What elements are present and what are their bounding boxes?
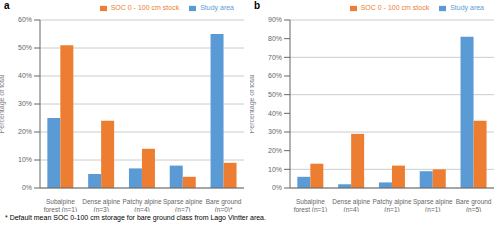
svg-text:Subalpineforest (n=1): Subalpineforest (n=1) [44, 198, 77, 212]
svg-text:Subalpineforest (n=1): Subalpineforest (n=1) [294, 198, 327, 212]
svg-text:30%: 30% [268, 128, 282, 135]
html-text:Study area: Study area [450, 4, 484, 11]
svg-text:10%: 10% [18, 156, 32, 163]
svg-text:30%: 30% [18, 100, 32, 107]
html-text:Study area: Study area [200, 4, 234, 11]
html-text:SOC 0 - 100 cm stock: SOC 0 - 100 cm stock [360, 4, 430, 11]
svg-text:40%: 40% [18, 72, 32, 79]
svg-text:Patchy alpine(n=1): Patchy alpine(n=1) [372, 198, 411, 212]
svg-text:Percentage of total: Percentage of total [250, 74, 256, 133]
svg-text:Dense alpine(n=4): Dense alpine(n=4) [332, 198, 370, 212]
svg-text:40%: 40% [268, 110, 282, 117]
svg-text:Bare ground(n=5): Bare ground(n=5) [456, 198, 492, 212]
svg-text:50%: 50% [18, 44, 32, 51]
svg-text:0%: 0% [272, 184, 282, 191]
svg-text:Sparse alpine(n=7): Sparse alpine(n=7) [163, 198, 203, 212]
svg-text:0%: 0% [22, 184, 32, 191]
svg-text:90%: 90% [268, 16, 282, 23]
svg-text:20%: 20% [268, 147, 282, 154]
svg-text:10%: 10% [268, 166, 282, 173]
svg-text:70%: 70% [268, 54, 282, 61]
html-text:* Default mean SOC 0-100 cm st: * Default mean SOC 0-100 cm storage for … [5, 214, 266, 221]
svg-text:Bare ground(n=0)*: Bare ground(n=0)* [206, 198, 242, 212]
svg-text:60%: 60% [18, 16, 32, 23]
svg-text:60%: 60% [268, 72, 282, 79]
html-text:a: a [4, 0, 10, 11]
html-text:b: b [254, 0, 261, 11]
svg-text:Sparse alpine(n=1): Sparse alpine(n=1) [413, 198, 453, 212]
svg-text:Patchy alpine(n=4): Patchy alpine(n=4) [122, 198, 161, 212]
svg-text:20%: 20% [18, 128, 32, 135]
svg-text:80%: 80% [268, 35, 282, 42]
svg-text:Dense alpine(n=3): Dense alpine(n=3) [82, 198, 120, 212]
svg-text:50%: 50% [268, 91, 282, 98]
html-text:SOC 0 - 100 cm stock: SOC 0 - 100 cm stock [110, 4, 180, 11]
